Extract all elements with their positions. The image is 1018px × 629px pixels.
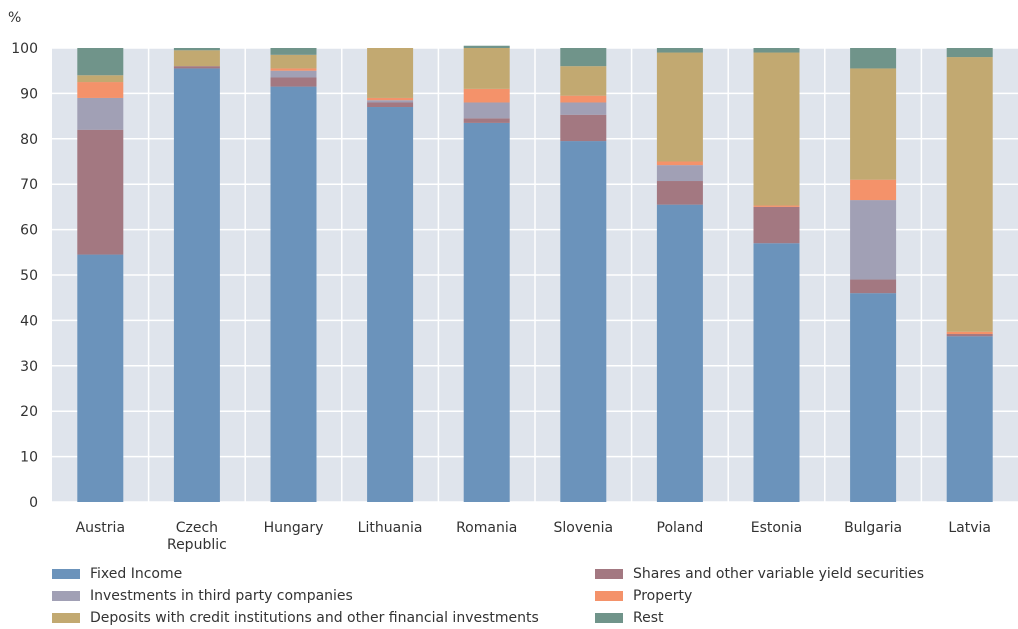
bar-segment-fixed-income	[753, 243, 800, 502]
bar-segment-rest	[463, 45, 510, 48]
bar-segment-property	[463, 88, 510, 103]
y-tick-label: 100	[11, 41, 38, 57]
bar-segment-fixed-income	[173, 68, 220, 503]
y-tick-label: 10	[20, 450, 38, 466]
legend-swatch	[595, 591, 623, 601]
y-tick-label: 80	[20, 132, 38, 148]
bar-segment-fixed-income	[656, 204, 703, 502]
bar-segment-property	[946, 331, 993, 335]
legend-label: Fixed Income	[90, 566, 183, 582]
bar-segment-deposits-with-credit-institutions-and-other-financial-investments	[850, 68, 897, 180]
y-tick-label: 60	[20, 223, 38, 239]
legend-item: Property	[595, 588, 692, 604]
y-tick-label: 20	[20, 404, 38, 420]
x-tick-label: Romania	[456, 520, 517, 536]
legend-label: Deposits with credit institutions and ot…	[90, 610, 539, 626]
bar-segment-investments-in-third-party-companies	[270, 70, 317, 78]
x-tick-label: Poland	[657, 520, 704, 536]
bar-segment-investments-in-third-party-companies	[850, 200, 897, 280]
bar-segment-property	[753, 205, 800, 207]
bar-segment-fixed-income	[77, 254, 124, 502]
legend-item: Investments in third party companies	[52, 588, 353, 604]
bar-segment-shares-and-other-variable-yield-securities	[753, 206, 800, 244]
bar-segment-deposits-with-credit-institutions-and-other-financial-investments	[946, 57, 993, 332]
legend-label: Property	[633, 588, 693, 604]
bar-segment-shares-and-other-variable-yield-securities	[367, 102, 414, 108]
bar-segment-deposits-with-credit-institutions-and-other-financial-investments	[77, 75, 124, 83]
bar-segment-rest	[77, 48, 124, 76]
bar-segment-investments-in-third-party-companies	[656, 165, 703, 182]
bar-segment-rest	[850, 48, 897, 69]
bar-segment-rest	[560, 48, 607, 67]
bar-segment-deposits-with-credit-institutions-and-other-financial-investments	[270, 54, 317, 69]
bar-segment-fixed-income	[270, 86, 317, 502]
legend: Fixed Income Shares and other variable yi…	[0, 562, 1018, 629]
bar-segment-fixed-income	[367, 107, 414, 503]
y-tick-label: 40	[20, 313, 38, 329]
stacked-bar-chart: 0 10 20 30 40 50 60 70 80 90 100% Austria CzechRepub…	[8, 10, 1018, 553]
legend-swatch	[52, 613, 80, 623]
bar-segment-property	[656, 161, 703, 166]
legend-item: Rest	[595, 610, 664, 626]
bar-segment-property	[270, 68, 317, 71]
y-tick-label: 90	[20, 86, 38, 102]
x-tick-label: Austria	[76, 520, 125, 536]
bar-segment-shares-and-other-variable-yield-securities	[77, 129, 124, 255]
bar-segment-rest	[270, 48, 317, 55]
bar-segment-deposits-with-credit-institutions-and-other-financial-investments	[656, 52, 703, 162]
bar-segment-deposits-with-credit-institutions-and-other-financial-investments	[560, 66, 607, 96]
bar-segment-rest	[753, 48, 800, 53]
legend-swatch	[595, 613, 623, 623]
bar-segment-shares-and-other-variable-yield-securities	[173, 66, 220, 69]
x-tick-label: Estonia	[751, 520, 803, 536]
legend-item: Fixed Income	[52, 566, 182, 582]
bar-segment-deposits-with-credit-institutions-and-other-financial-investments	[753, 52, 800, 206]
bar-segment-deposits-with-credit-institutions-and-other-financial-investments	[367, 48, 414, 98]
legend-swatch	[595, 569, 623, 579]
bar-segment-shares-and-other-variable-yield-securities	[560, 114, 607, 142]
bar-segment-investments-in-third-party-companies	[367, 100, 414, 103]
y-tick-label: 50	[20, 268, 38, 284]
legend-item: Shares and other variable yield securiti…	[595, 566, 924, 582]
bar-segment-rest	[656, 48, 703, 53]
x-tick-label: Czech	[176, 520, 218, 536]
legend-label: Investments in third party companies	[90, 588, 353, 604]
bar-segment-shares-and-other-variable-yield-securities	[463, 118, 510, 123]
bar-segment-rest	[173, 48, 220, 51]
y-tick-label: 30	[20, 359, 38, 375]
bar-segment-investments-in-third-party-companies	[77, 97, 124, 130]
legend-swatch	[52, 591, 80, 601]
x-tick-label: Latvia	[948, 520, 991, 536]
x-tick-label: Republic	[167, 537, 227, 553]
bar-segment-property	[560, 95, 607, 103]
bar-segment-deposits-with-credit-institutions-and-other-financial-investments	[463, 48, 510, 89]
bar-segment-shares-and-other-variable-yield-securities	[850, 279, 897, 294]
bar-segment-property	[77, 82, 124, 98]
bar-segment-fixed-income	[850, 293, 897, 502]
legend-item: Deposits with credit institutions and ot…	[52, 610, 539, 626]
bar-segment-investments-in-third-party-companies	[463, 102, 510, 119]
x-tick-label: Slovenia	[554, 520, 614, 536]
y-axis-label: %	[8, 10, 21, 26]
bar-segment-fixed-income	[560, 141, 607, 502]
y-tick-label: 0	[29, 495, 38, 511]
legend-label: Shares and other variable yield securiti…	[633, 566, 925, 582]
bar-segment-shares-and-other-variable-yield-securities	[656, 181, 703, 205]
x-tick-label: Hungary	[264, 520, 324, 536]
legend-label: Rest	[633, 610, 664, 626]
y-tick-label: 70	[20, 177, 38, 193]
bar-segment-property	[367, 97, 414, 101]
bar-segment-shares-and-other-variable-yield-securities	[270, 77, 317, 87]
bar-segment-investments-in-third-party-companies	[560, 102, 607, 115]
bar-segment-property	[850, 179, 897, 201]
bar-segment-deposits-with-credit-institutions-and-other-financial-investments	[173, 50, 220, 67]
legend-swatch	[52, 569, 80, 579]
bar-segment-fixed-income	[463, 122, 510, 502]
bar-segment-fixed-income	[946, 336, 993, 502]
x-tick-label: Lithuania	[358, 520, 423, 536]
bar-segment-rest	[946, 48, 993, 58]
bar-segment-shares-and-other-variable-yield-securities	[946, 334, 993, 337]
x-tick-label: Bulgaria	[844, 520, 902, 536]
